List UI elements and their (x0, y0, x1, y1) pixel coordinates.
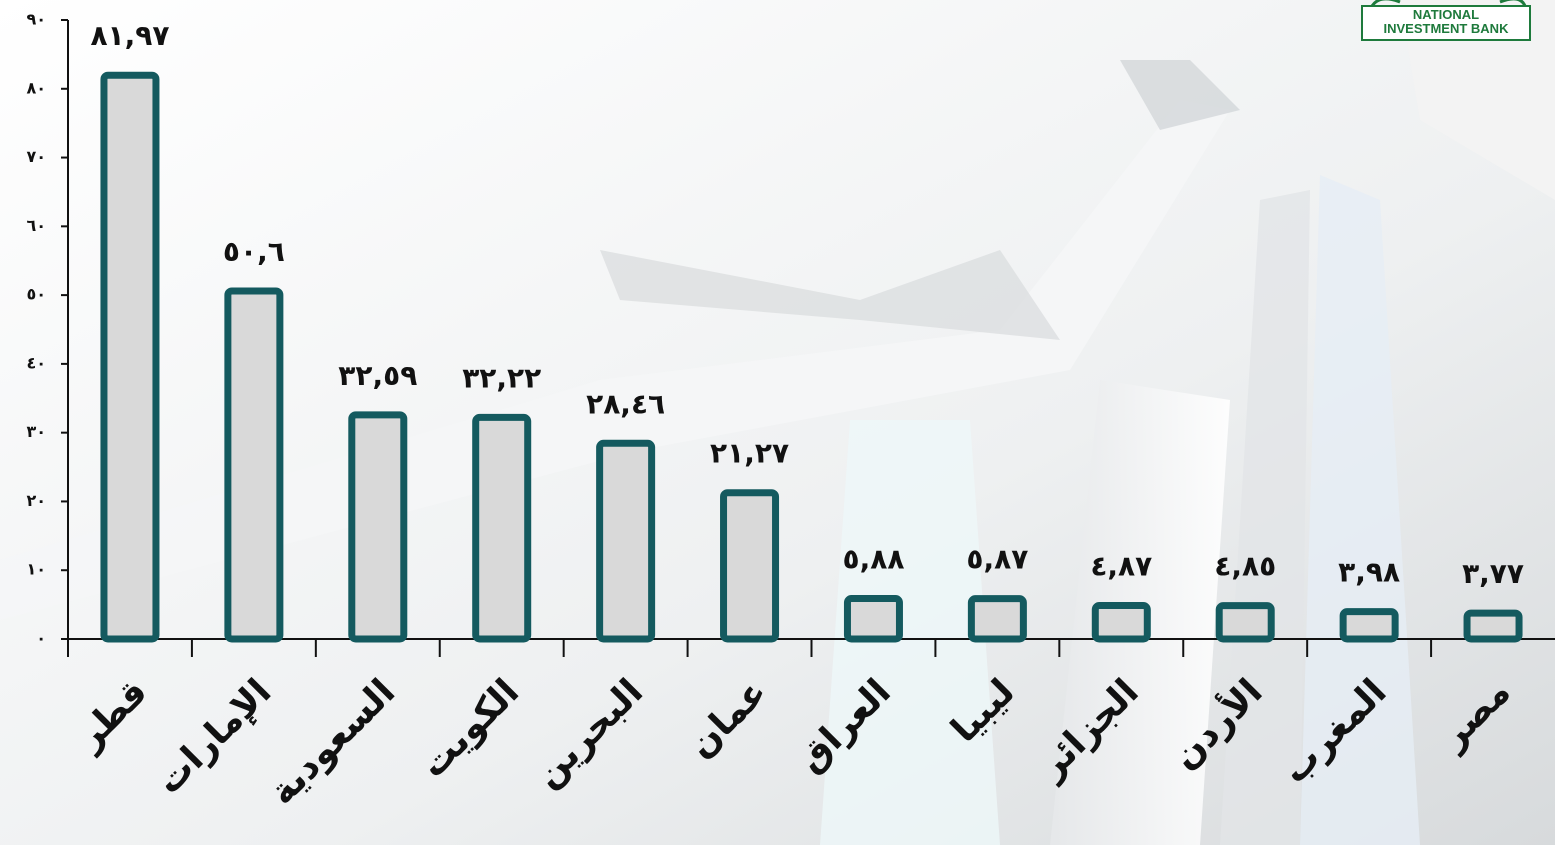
value-label: ٨١,٩٧ (90, 19, 169, 52)
y-tick-label: ٣٠ (26, 422, 46, 441)
bar (1215, 602, 1275, 643)
y-tick-label: ٧٠ (26, 147, 46, 166)
y-tick-label: ١٠ (26, 560, 46, 579)
value-label: ٣,٩٨ (1338, 556, 1400, 589)
bar (720, 489, 780, 643)
y-tick-label: ٢٠ (26, 491, 46, 510)
bar (224, 287, 284, 643)
value-label: ٤,٨٧ (1090, 550, 1152, 583)
y-tick-label: ٥٠ (26, 285, 46, 304)
value-label: ٥٠,٦ (223, 235, 285, 268)
logo-text: INVESTMENT BANK (1384, 21, 1510, 36)
bar (348, 411, 408, 643)
value-label: ٢١,٢٧ (710, 437, 789, 470)
value-label: ٥,٨٧ (966, 543, 1028, 576)
bar (1339, 608, 1399, 643)
bar (472, 413, 532, 643)
bar (596, 439, 656, 643)
bar (1463, 609, 1523, 643)
bar (1091, 602, 1151, 643)
value-label: ٣٢,٢٢ (462, 361, 541, 394)
logo-text: NATIONAL (1413, 7, 1479, 22)
y-tick-label: ٩٠ (26, 10, 46, 29)
value-label: ٢٨,٤٦ (586, 387, 665, 420)
value-label: ٣,٧٧ (1462, 557, 1524, 590)
y-tick-label: ٠ (36, 629, 46, 648)
bar (967, 595, 1027, 643)
y-tick-label: ٦٠ (26, 216, 46, 235)
bar (843, 595, 903, 643)
bar (100, 71, 160, 643)
y-tick-label: ٨٠ (26, 78, 46, 97)
value-label: ٣٢,٥٩ (338, 359, 417, 392)
value-label: ٤,٨٥ (1214, 550, 1276, 583)
y-tick-label: ٤٠ (26, 353, 46, 372)
value-label: ٥,٨٨ (843, 543, 905, 576)
logo: NATIONAL INVESTMENT BANK (1361, 0, 1531, 41)
